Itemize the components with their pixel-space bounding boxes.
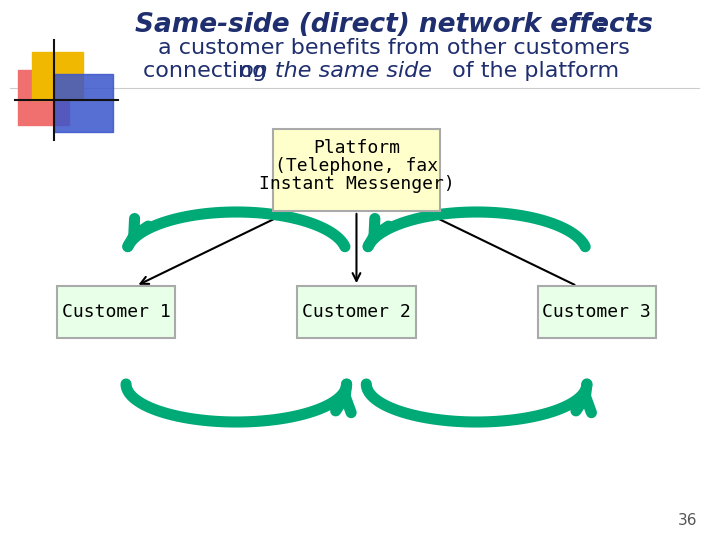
Text: (Telephone, fax: (Telephone, fax (275, 157, 438, 175)
Text: 36: 36 (678, 513, 697, 528)
Text: connecting: connecting (143, 61, 273, 81)
Text: Customer 1: Customer 1 (62, 303, 171, 321)
Bar (32, 52, 83, 100)
Text: Platform: Platform (313, 139, 400, 157)
FancyBboxPatch shape (57, 286, 175, 338)
Text: of the platform: of the platform (445, 61, 619, 81)
Text: Customer 2: Customer 2 (302, 303, 411, 321)
FancyBboxPatch shape (538, 286, 656, 338)
Text: Instant Messenger): Instant Messenger) (258, 175, 454, 193)
Text: Same-side (direct) network effects: Same-side (direct) network effects (135, 12, 653, 38)
Text: on the same side: on the same side (240, 61, 432, 81)
Text: Customer 3: Customer 3 (542, 303, 651, 321)
FancyBboxPatch shape (273, 129, 440, 211)
Text: a customer benefits from other customers: a customer benefits from other customers (158, 38, 630, 58)
Bar (18, 70, 69, 125)
Text: :: : (595, 12, 606, 38)
Bar (54, 74, 113, 132)
FancyBboxPatch shape (297, 286, 415, 338)
